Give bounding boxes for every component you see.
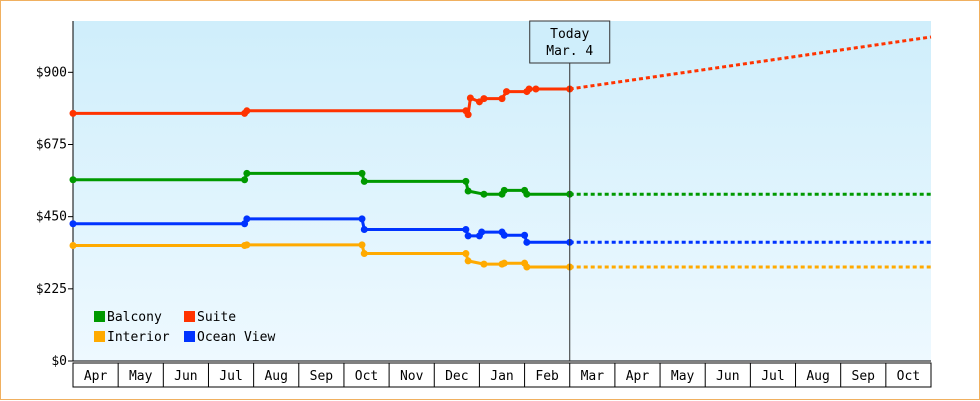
legend: Balcony Suite Interior Ocean View [94, 310, 275, 345]
data-point [521, 231, 529, 239]
data-point [243, 215, 251, 223]
data-point [69, 220, 77, 228]
data-point [466, 94, 474, 102]
data-point [500, 231, 508, 239]
x-tick-label: Apr [626, 369, 650, 384]
legend-label: Balcony [107, 310, 162, 325]
series-lines [69, 85, 574, 271]
y-axis: $0 $225 $450 $675 $900 [36, 21, 74, 369]
data-point [464, 232, 472, 240]
x-tick-label: Jan [490, 369, 513, 384]
x-tick-label: Feb [535, 369, 559, 384]
data-point [523, 263, 531, 271]
data-point [478, 228, 486, 236]
x-tick-label: Aug [806, 369, 829, 384]
x-tick-label: Jul [219, 369, 242, 384]
data-point [360, 177, 368, 185]
data-point [500, 186, 508, 194]
legend-label: Interior [107, 330, 170, 345]
data-point [69, 176, 77, 184]
data-point [360, 250, 368, 258]
data-point [480, 190, 488, 198]
y-tick-label: $225 [36, 282, 67, 297]
data-point [69, 109, 77, 117]
x-tick-label: Sep [310, 369, 334, 384]
x-tick-label: Nov [400, 369, 424, 384]
y-tick-label: $675 [36, 137, 67, 152]
data-point [532, 85, 540, 93]
data-point [69, 242, 77, 250]
data-point [464, 187, 472, 195]
data-point [480, 260, 488, 268]
x-tick-label: Jun [716, 369, 739, 384]
y-tick-label: $900 [36, 65, 67, 80]
data-point [358, 215, 366, 223]
data-point [358, 241, 366, 249]
data-point [480, 95, 488, 103]
x-tick-label: May [129, 369, 153, 384]
data-point [358, 169, 366, 177]
x-tick-label: Oct [355, 369, 378, 384]
data-point [462, 225, 470, 233]
data-point [525, 85, 533, 93]
x-axis-label-band [72, 362, 932, 388]
legend-label: Suite [197, 310, 236, 325]
x-tick-label: Oct [897, 369, 920, 384]
x-tick-label: Jul [761, 369, 784, 384]
y-tick-label: $0 [51, 354, 67, 369]
legend-swatch [94, 331, 105, 342]
legend-swatch [94, 311, 105, 322]
today-box [529, 20, 611, 64]
legend-swatch [184, 331, 195, 342]
x-axis: Apr May Jun Jul Aug Sep Oct Nov Dec Jan Feb Mar Apr M… [72, 360, 932, 388]
data-point [464, 111, 472, 119]
forecast-lines [569, 35, 932, 269]
today-marker: Today Mar. 4 [529, 20, 611, 361]
data-point [241, 176, 249, 184]
x-tick-label: Sep [852, 369, 876, 384]
y-tick-label: $450 [36, 210, 67, 225]
x-tick-label: Mar [581, 369, 605, 384]
forecast-line [569, 35, 932, 91]
data-point [243, 169, 251, 177]
x-tick-label: May [671, 369, 695, 384]
legend-swatch [184, 311, 195, 322]
data-point [360, 225, 368, 233]
data-point [243, 107, 251, 115]
data-point [523, 190, 531, 198]
legend-label: Ocean View [197, 330, 275, 345]
data-point [503, 88, 511, 96]
data-point [462, 177, 470, 185]
x-tick-label: Dec [445, 369, 468, 384]
x-tick-label: Aug [264, 369, 287, 384]
today-label: Today [550, 27, 589, 42]
data-point [464, 257, 472, 265]
data-point [462, 250, 470, 258]
data-point [498, 95, 506, 103]
data-point [523, 238, 531, 246]
data-point [500, 259, 508, 267]
x-tick-label: Apr [84, 369, 108, 384]
today-date: Mar. 4 [546, 44, 593, 59]
data-point [243, 241, 251, 249]
x-tick-label: Jun [174, 369, 197, 384]
